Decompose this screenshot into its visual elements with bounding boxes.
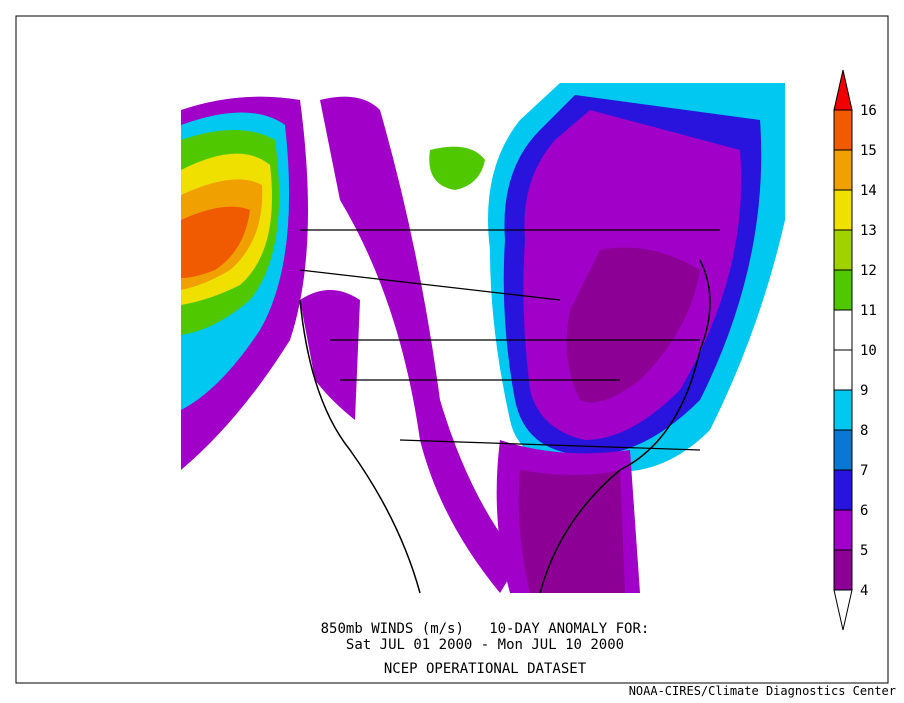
colorbar-label: 15 xyxy=(860,143,877,159)
colorbar-band xyxy=(833,309,853,351)
anomaly-region xyxy=(429,146,485,190)
caption-line: 850mb WINDS (m/s) 10-DAY ANOMALY FOR: xyxy=(321,621,650,637)
colorbar-band xyxy=(833,189,853,231)
anomaly-region xyxy=(300,290,360,420)
colorbar-label: 7 xyxy=(860,463,868,479)
colorbar-label: 16 xyxy=(860,103,877,119)
colorbar-band xyxy=(833,349,853,391)
map xyxy=(181,83,785,594)
colorbar-label: 4 xyxy=(860,583,868,599)
colorbar-band xyxy=(833,549,853,591)
anomaly-region xyxy=(566,247,700,403)
colorbar-band xyxy=(833,149,853,191)
colorbar-band xyxy=(833,389,853,431)
colorbar-label: 14 xyxy=(860,183,877,199)
colorbar: 4 5 6 7 8 9 10 11 12 13 14 15 16 xyxy=(833,69,877,631)
colorbar-label: 9 xyxy=(860,383,868,399)
anomaly-region xyxy=(320,96,520,594)
colorbar-band xyxy=(833,229,853,271)
colorbar-band xyxy=(833,509,853,551)
colorbar-band xyxy=(833,429,853,471)
colorbar-label: 6 xyxy=(860,503,868,519)
colorbar-band xyxy=(833,269,853,311)
colorbar-band xyxy=(833,109,853,151)
colorbar-label: 12 xyxy=(860,263,877,279)
colorbar-label: 5 xyxy=(860,543,868,559)
colorbar-extension xyxy=(833,69,853,111)
anomaly-region xyxy=(181,206,250,278)
caption-line: NCEP OPERATIONAL DATASET xyxy=(384,661,587,677)
colorbar-label: 13 xyxy=(860,223,877,239)
caption-line: Sat JUL 01 2000 - Mon JUL 10 2000 xyxy=(346,637,624,653)
boundary-lines xyxy=(299,229,720,451)
anomaly-region xyxy=(518,470,625,593)
colorbar-band xyxy=(833,469,853,511)
colorbar-label: 8 xyxy=(860,423,868,439)
colorbar-label: 11 xyxy=(860,303,877,319)
frame xyxy=(15,15,889,684)
credit: NOAA-CIRES/Climate Diagnostics Center xyxy=(629,684,896,698)
colorbar-label: 10 xyxy=(860,343,877,359)
coastline xyxy=(299,259,711,594)
